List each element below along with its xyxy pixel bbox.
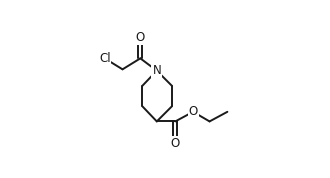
Text: N: N bbox=[152, 64, 161, 77]
Text: O: O bbox=[171, 137, 180, 150]
Text: O: O bbox=[188, 105, 198, 118]
Text: O: O bbox=[136, 31, 145, 44]
Text: Cl: Cl bbox=[99, 52, 111, 65]
